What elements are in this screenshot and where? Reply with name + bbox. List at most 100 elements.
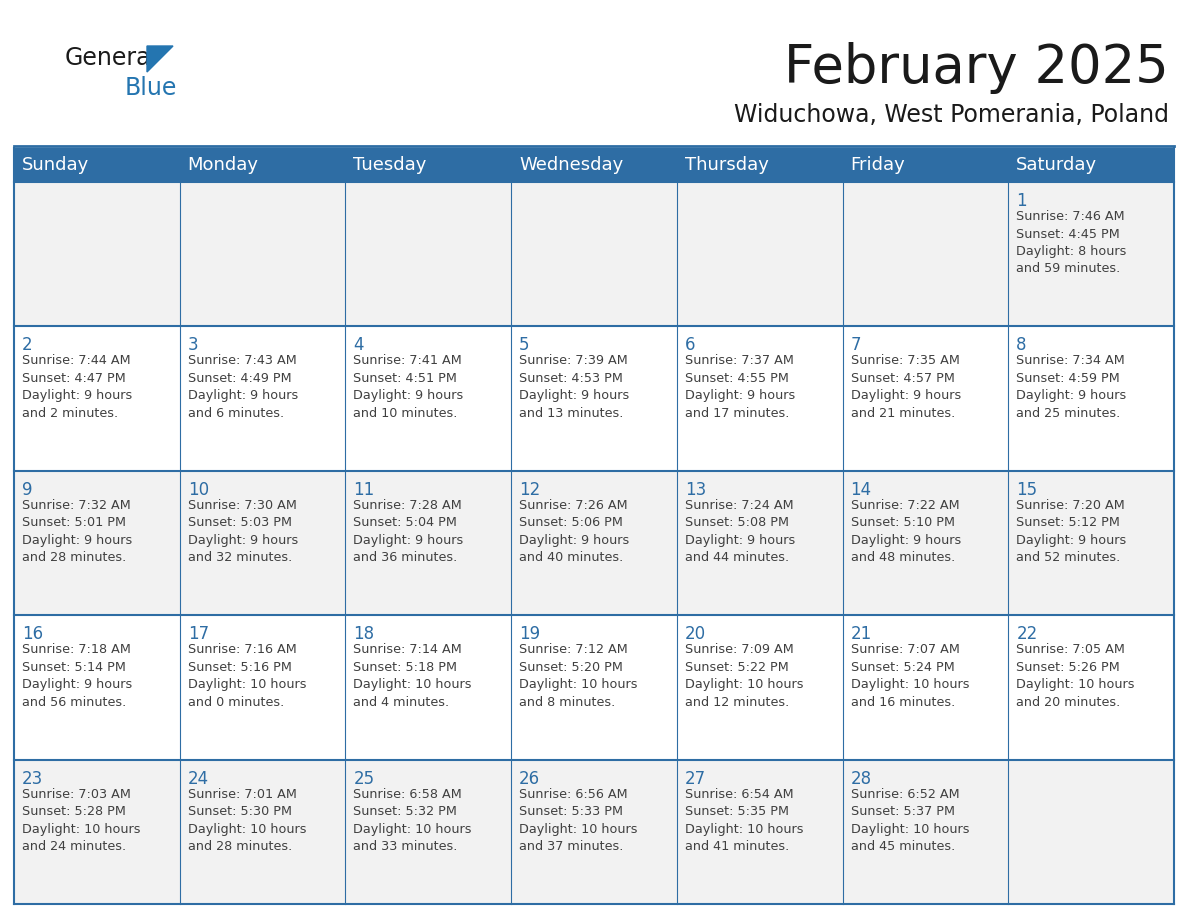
Text: Sunrise: 7:30 AM
Sunset: 5:03 PM
Daylight: 9 hours
and 32 minutes.: Sunrise: 7:30 AM Sunset: 5:03 PM Dayligh… — [188, 498, 298, 565]
Text: Sunday: Sunday — [23, 156, 89, 174]
Text: 26: 26 — [519, 769, 541, 788]
Text: Sunrise: 7:14 AM
Sunset: 5:18 PM
Daylight: 10 hours
and 4 minutes.: Sunrise: 7:14 AM Sunset: 5:18 PM Dayligh… — [353, 644, 472, 709]
FancyBboxPatch shape — [842, 471, 1009, 615]
Text: Wednesday: Wednesday — [519, 156, 624, 174]
Text: 8: 8 — [1016, 336, 1026, 354]
Text: Sunrise: 7:28 AM
Sunset: 5:04 PM
Daylight: 9 hours
and 36 minutes.: Sunrise: 7:28 AM Sunset: 5:04 PM Dayligh… — [353, 498, 463, 565]
Text: Tuesday: Tuesday — [353, 156, 426, 174]
Text: 24: 24 — [188, 769, 209, 788]
Text: 7: 7 — [851, 336, 861, 354]
Text: Sunrise: 7:35 AM
Sunset: 4:57 PM
Daylight: 9 hours
and 21 minutes.: Sunrise: 7:35 AM Sunset: 4:57 PM Dayligh… — [851, 354, 961, 420]
Text: Sunrise: 7:26 AM
Sunset: 5:06 PM
Daylight: 9 hours
and 40 minutes.: Sunrise: 7:26 AM Sunset: 5:06 PM Dayligh… — [519, 498, 630, 565]
Text: 20: 20 — [684, 625, 706, 644]
Text: Sunrise: 7:18 AM
Sunset: 5:14 PM
Daylight: 9 hours
and 56 minutes.: Sunrise: 7:18 AM Sunset: 5:14 PM Dayligh… — [23, 644, 132, 709]
Text: 22: 22 — [1016, 625, 1037, 644]
FancyBboxPatch shape — [14, 615, 179, 759]
Text: 3: 3 — [188, 336, 198, 354]
FancyBboxPatch shape — [677, 759, 842, 904]
FancyBboxPatch shape — [14, 759, 179, 904]
FancyBboxPatch shape — [1009, 148, 1174, 182]
FancyBboxPatch shape — [346, 182, 511, 327]
FancyBboxPatch shape — [1009, 471, 1174, 615]
Text: Sunrise: 7:01 AM
Sunset: 5:30 PM
Daylight: 10 hours
and 28 minutes.: Sunrise: 7:01 AM Sunset: 5:30 PM Dayligh… — [188, 788, 307, 853]
Text: 14: 14 — [851, 481, 872, 498]
Text: 15: 15 — [1016, 481, 1037, 498]
Text: 13: 13 — [684, 481, 706, 498]
FancyBboxPatch shape — [14, 148, 179, 182]
FancyBboxPatch shape — [511, 327, 677, 471]
FancyBboxPatch shape — [511, 182, 677, 327]
Text: Sunrise: 6:54 AM
Sunset: 5:35 PM
Daylight: 10 hours
and 41 minutes.: Sunrise: 6:54 AM Sunset: 5:35 PM Dayligh… — [684, 788, 803, 853]
FancyBboxPatch shape — [346, 148, 511, 182]
FancyBboxPatch shape — [179, 148, 346, 182]
FancyBboxPatch shape — [14, 471, 179, 615]
Text: Blue: Blue — [125, 76, 177, 100]
Text: 18: 18 — [353, 625, 374, 644]
FancyBboxPatch shape — [511, 759, 677, 904]
Text: Sunrise: 7:24 AM
Sunset: 5:08 PM
Daylight: 9 hours
and 44 minutes.: Sunrise: 7:24 AM Sunset: 5:08 PM Dayligh… — [684, 498, 795, 565]
Text: 16: 16 — [23, 625, 43, 644]
Text: 2: 2 — [23, 336, 32, 354]
Text: 28: 28 — [851, 769, 872, 788]
FancyBboxPatch shape — [511, 148, 677, 182]
Text: Friday: Friday — [851, 156, 905, 174]
FancyBboxPatch shape — [346, 759, 511, 904]
Text: 11: 11 — [353, 481, 374, 498]
Text: Sunrise: 7:39 AM
Sunset: 4:53 PM
Daylight: 9 hours
and 13 minutes.: Sunrise: 7:39 AM Sunset: 4:53 PM Dayligh… — [519, 354, 630, 420]
Text: Sunrise: 6:52 AM
Sunset: 5:37 PM
Daylight: 10 hours
and 45 minutes.: Sunrise: 6:52 AM Sunset: 5:37 PM Dayligh… — [851, 788, 969, 853]
Text: 5: 5 — [519, 336, 530, 354]
Text: Sunrise: 7:46 AM
Sunset: 4:45 PM
Daylight: 8 hours
and 59 minutes.: Sunrise: 7:46 AM Sunset: 4:45 PM Dayligh… — [1016, 210, 1126, 275]
Text: Sunrise: 7:43 AM
Sunset: 4:49 PM
Daylight: 9 hours
and 6 minutes.: Sunrise: 7:43 AM Sunset: 4:49 PM Dayligh… — [188, 354, 298, 420]
FancyBboxPatch shape — [842, 759, 1009, 904]
Text: Saturday: Saturday — [1016, 156, 1098, 174]
Text: Sunrise: 7:22 AM
Sunset: 5:10 PM
Daylight: 9 hours
and 48 minutes.: Sunrise: 7:22 AM Sunset: 5:10 PM Dayligh… — [851, 498, 961, 565]
FancyBboxPatch shape — [179, 759, 346, 904]
Text: Sunrise: 6:56 AM
Sunset: 5:33 PM
Daylight: 10 hours
and 37 minutes.: Sunrise: 6:56 AM Sunset: 5:33 PM Dayligh… — [519, 788, 638, 853]
FancyBboxPatch shape — [14, 327, 179, 471]
Text: 12: 12 — [519, 481, 541, 498]
FancyBboxPatch shape — [842, 615, 1009, 759]
Text: Sunrise: 7:44 AM
Sunset: 4:47 PM
Daylight: 9 hours
and 2 minutes.: Sunrise: 7:44 AM Sunset: 4:47 PM Dayligh… — [23, 354, 132, 420]
FancyBboxPatch shape — [179, 615, 346, 759]
FancyBboxPatch shape — [1009, 759, 1174, 904]
FancyBboxPatch shape — [677, 148, 842, 182]
FancyBboxPatch shape — [511, 471, 677, 615]
Text: 27: 27 — [684, 769, 706, 788]
Text: Sunrise: 7:34 AM
Sunset: 4:59 PM
Daylight: 9 hours
and 25 minutes.: Sunrise: 7:34 AM Sunset: 4:59 PM Dayligh… — [1016, 354, 1126, 420]
FancyBboxPatch shape — [1009, 615, 1174, 759]
Text: 6: 6 — [684, 336, 695, 354]
Text: Sunrise: 7:09 AM
Sunset: 5:22 PM
Daylight: 10 hours
and 12 minutes.: Sunrise: 7:09 AM Sunset: 5:22 PM Dayligh… — [684, 644, 803, 709]
Text: 1: 1 — [1016, 192, 1026, 210]
Text: General: General — [65, 46, 158, 70]
FancyBboxPatch shape — [14, 182, 179, 327]
Text: February 2025: February 2025 — [784, 42, 1169, 94]
Text: 25: 25 — [353, 769, 374, 788]
Text: Sunrise: 7:16 AM
Sunset: 5:16 PM
Daylight: 10 hours
and 0 minutes.: Sunrise: 7:16 AM Sunset: 5:16 PM Dayligh… — [188, 644, 307, 709]
Text: 21: 21 — [851, 625, 872, 644]
Text: 10: 10 — [188, 481, 209, 498]
FancyBboxPatch shape — [1009, 182, 1174, 327]
FancyBboxPatch shape — [842, 148, 1009, 182]
Text: 23: 23 — [23, 769, 43, 788]
Text: 4: 4 — [353, 336, 364, 354]
FancyBboxPatch shape — [179, 471, 346, 615]
Text: Sunrise: 6:58 AM
Sunset: 5:32 PM
Daylight: 10 hours
and 33 minutes.: Sunrise: 6:58 AM Sunset: 5:32 PM Dayligh… — [353, 788, 472, 853]
Text: Sunrise: 7:41 AM
Sunset: 4:51 PM
Daylight: 9 hours
and 10 minutes.: Sunrise: 7:41 AM Sunset: 4:51 PM Dayligh… — [353, 354, 463, 420]
Text: Monday: Monday — [188, 156, 259, 174]
FancyBboxPatch shape — [677, 615, 842, 759]
Text: Thursday: Thursday — [684, 156, 769, 174]
Text: Widuchowa, West Pomerania, Poland: Widuchowa, West Pomerania, Poland — [734, 103, 1169, 127]
Text: Sunrise: 7:37 AM
Sunset: 4:55 PM
Daylight: 9 hours
and 17 minutes.: Sunrise: 7:37 AM Sunset: 4:55 PM Dayligh… — [684, 354, 795, 420]
Text: Sunrise: 7:07 AM
Sunset: 5:24 PM
Daylight: 10 hours
and 16 minutes.: Sunrise: 7:07 AM Sunset: 5:24 PM Dayligh… — [851, 644, 969, 709]
Text: 9: 9 — [23, 481, 32, 498]
FancyBboxPatch shape — [346, 615, 511, 759]
FancyBboxPatch shape — [179, 327, 346, 471]
FancyBboxPatch shape — [842, 327, 1009, 471]
FancyBboxPatch shape — [511, 615, 677, 759]
Text: Sunrise: 7:03 AM
Sunset: 5:28 PM
Daylight: 10 hours
and 24 minutes.: Sunrise: 7:03 AM Sunset: 5:28 PM Dayligh… — [23, 788, 140, 853]
Text: Sunrise: 7:05 AM
Sunset: 5:26 PM
Daylight: 10 hours
and 20 minutes.: Sunrise: 7:05 AM Sunset: 5:26 PM Dayligh… — [1016, 644, 1135, 709]
FancyBboxPatch shape — [346, 471, 511, 615]
FancyBboxPatch shape — [677, 471, 842, 615]
FancyBboxPatch shape — [677, 327, 842, 471]
Text: Sunrise: 7:12 AM
Sunset: 5:20 PM
Daylight: 10 hours
and 8 minutes.: Sunrise: 7:12 AM Sunset: 5:20 PM Dayligh… — [519, 644, 638, 709]
